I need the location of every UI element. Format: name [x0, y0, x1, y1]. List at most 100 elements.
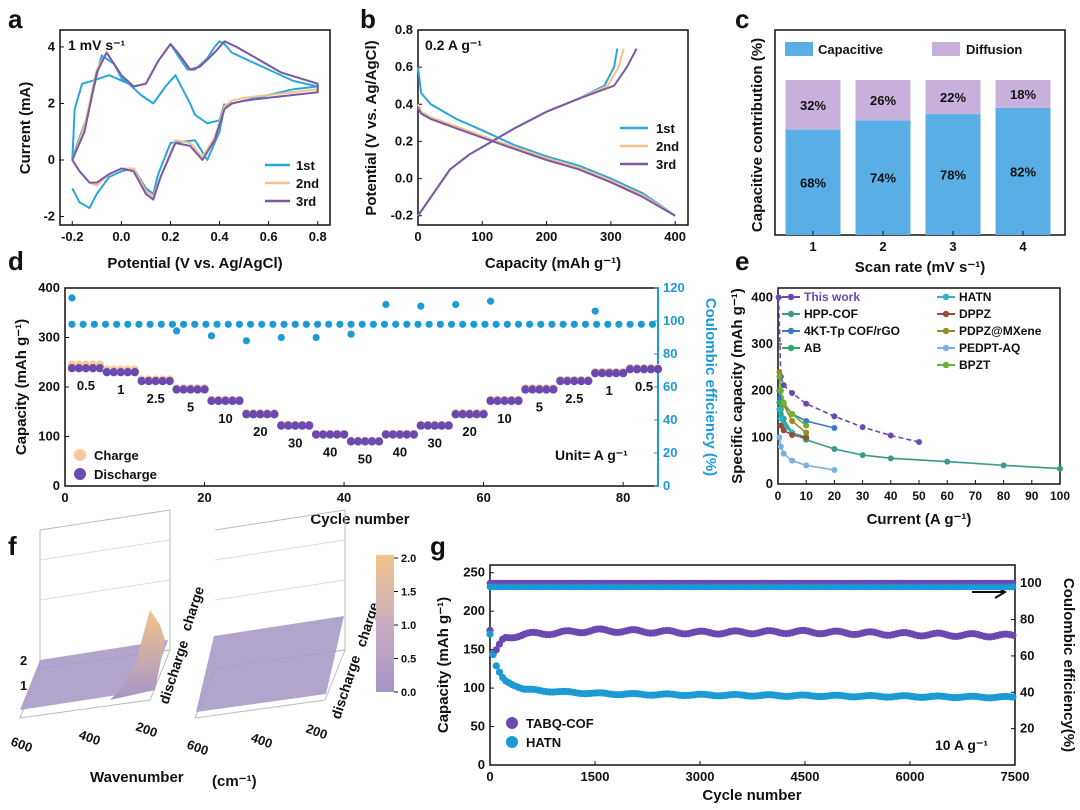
- panel-d-discharge-point: [639, 364, 649, 374]
- panel-d-legend: Charge Discharge: [74, 448, 157, 482]
- panel-c-xtick-label: 1: [809, 239, 816, 254]
- panel-g-y2tick-label: 80: [1020, 612, 1034, 627]
- panel-d-ce-point: [447, 320, 456, 328]
- panel-e-legend-marker: [787, 293, 795, 301]
- panel-d-discharge-point: [235, 396, 244, 406]
- panel-e-legend-marker: [942, 310, 950, 318]
- panel-f-cbar-tick-label: 0.0: [401, 687, 416, 699]
- panel-d-discharge-point: [109, 367, 119, 377]
- panel-d-discharge-point: [535, 385, 544, 394]
- panel-d-discharge-point: [374, 437, 384, 446]
- panel-f-right-surface: [196, 616, 344, 712]
- panel-e-series-line: [778, 402, 1061, 470]
- panel-d-discharge-point: [339, 430, 349, 439]
- panel-b-legend: 1st 2nd 3rd: [620, 121, 679, 172]
- panel-f-xt-600a: 600: [9, 734, 35, 756]
- panel-d-discharge-point: [242, 410, 251, 419]
- panel-d-ce-point: [648, 320, 657, 328]
- panel-d-legend-charge-marker: [74, 449, 86, 461]
- panel-d-ce-outlier: [312, 333, 320, 342]
- panel-e-legend: This work HPP-COF 4KT-Tp COF/rGO AB HATN DPPZ…: [782, 290, 1042, 372]
- panel-d-ce-point: [157, 320, 165, 328]
- panel-e-xtick-label: 50: [912, 489, 926, 503]
- panel-d-ce-point: [146, 320, 154, 328]
- panel-e-ytick-label: 100: [751, 429, 773, 444]
- panel-e-legend-marker: [787, 327, 795, 335]
- panel-c-diff-label: 26%: [870, 93, 896, 108]
- panel-d-ce-point: [403, 320, 411, 328]
- panel-e-series-marker: [831, 446, 838, 452]
- panel-d-discharge-point: [632, 364, 642, 374]
- panel-d-rate-chart: Cycle number Capacity (mAh g⁻¹) Coulombi…: [13, 280, 719, 528]
- panel-d-ce-point: [459, 320, 467, 328]
- panel-e-series-marker: [780, 399, 787, 406]
- panel-f-axis-charge-a: charge: [178, 584, 207, 633]
- panel-d-y2tick-label: 0: [663, 478, 670, 493]
- panel-d-discharge-point: [346, 437, 356, 446]
- panel-e-comparison-chart: Current (A g⁻¹) Specific capacity (mAh g…: [729, 287, 1070, 528]
- panel-d-ce-outlier: [68, 294, 76, 302]
- panel-g-ytick-label: 0: [478, 757, 485, 772]
- panel-e-series-marker: [777, 422, 784, 429]
- panel-d-ce-point: [302, 320, 310, 328]
- panel-f-right-plot: 600 400 200 discharge charge: [185, 509, 382, 758]
- panel-a-xtick-label: 0.8: [309, 229, 327, 244]
- panel-d-discharge-point: [521, 385, 530, 394]
- panel-d-xtick-label: 20: [197, 490, 211, 505]
- panel-b-ytick-label: -0.2: [391, 208, 413, 223]
- panel-e-series-marker: [859, 452, 866, 459]
- panel-g-xtick-label: 7500: [1001, 769, 1030, 784]
- panel-d-legend-discharge-marker: [74, 468, 86, 480]
- panel-d-ce-point: [113, 320, 121, 328]
- panel-d-discharge-point: [451, 410, 460, 419]
- panel-d-discharge-point: [332, 430, 342, 439]
- panel-d-ce-point: [246, 320, 255, 328]
- panel-d-discharge-point: [277, 421, 286, 430]
- panel-d-ce-point: [604, 320, 612, 328]
- panel-d-ce-outlier: [452, 300, 460, 309]
- panel-c-bar-capacitive: [995, 107, 1051, 235]
- panel-e-series-marker: [887, 432, 894, 439]
- panel-d-ce-point: [548, 320, 556, 328]
- panel-c-bar-diffusion: [925, 80, 981, 115]
- panel-d-ce-outlier: [486, 297, 495, 305]
- panel-d-ce-point: [637, 320, 645, 328]
- panel-e-xtick-label: 10: [800, 489, 814, 503]
- panel-d-ce-point: [180, 320, 188, 328]
- panel-c-cap-label: 74%: [870, 171, 896, 186]
- panel-e-xlabel: Current (A g⁻¹): [867, 511, 972, 528]
- panel-g-tabq-point: [492, 646, 500, 654]
- panel-e-xtick-label: 40: [884, 489, 898, 503]
- panel-f-zt-2: 2: [20, 653, 27, 668]
- panel-d-discharge-point: [88, 363, 98, 373]
- panel-b-legend-label: 1st: [656, 121, 675, 136]
- panel-d-ce-point: [526, 320, 534, 328]
- panel-a-ytick-label: -2: [43, 209, 55, 224]
- panel-e-xtick-label: 30: [856, 489, 870, 503]
- panel-e-legend-label: This work: [804, 290, 860, 304]
- panel-d-discharge-point: [500, 396, 509, 406]
- panel-f-cbar-tick-label: 0.5: [401, 654, 416, 666]
- panel-d-discharge-point: [479, 410, 488, 419]
- panel-b-charge-3rd: [417, 48, 638, 217]
- panel-g-hatn-point: [495, 668, 504, 676]
- panel-d-ce-outlier: [173, 327, 181, 335]
- panel-g-hatn-point: [486, 630, 494, 638]
- panel-e-ytick-label: 300: [751, 336, 773, 351]
- panel-d-xtick-label: 60: [476, 490, 490, 505]
- panel-d-discharge-point: [381, 430, 391, 439]
- panel-d-discharge-point: [646, 364, 656, 374]
- panel-d-y2tick-label: 80: [663, 346, 677, 361]
- panel-c-bar-diffusion: [995, 80, 1051, 108]
- panel-c-cap-label: 68%: [800, 175, 826, 190]
- panel-c-legend: Capacitive Diffusion: [785, 42, 1022, 57]
- panel-g-legend-label: HATN: [526, 735, 561, 750]
- panel-d-ce-point: [559, 320, 567, 328]
- panel-e-series-marker: [803, 400, 810, 407]
- panel-d-rate-label: 2.5: [565, 391, 583, 406]
- panel-label-a: a: [8, 4, 23, 34]
- panel-d-discharge-point: [423, 421, 432, 430]
- panel-b-xtick-label: 300: [600, 229, 622, 244]
